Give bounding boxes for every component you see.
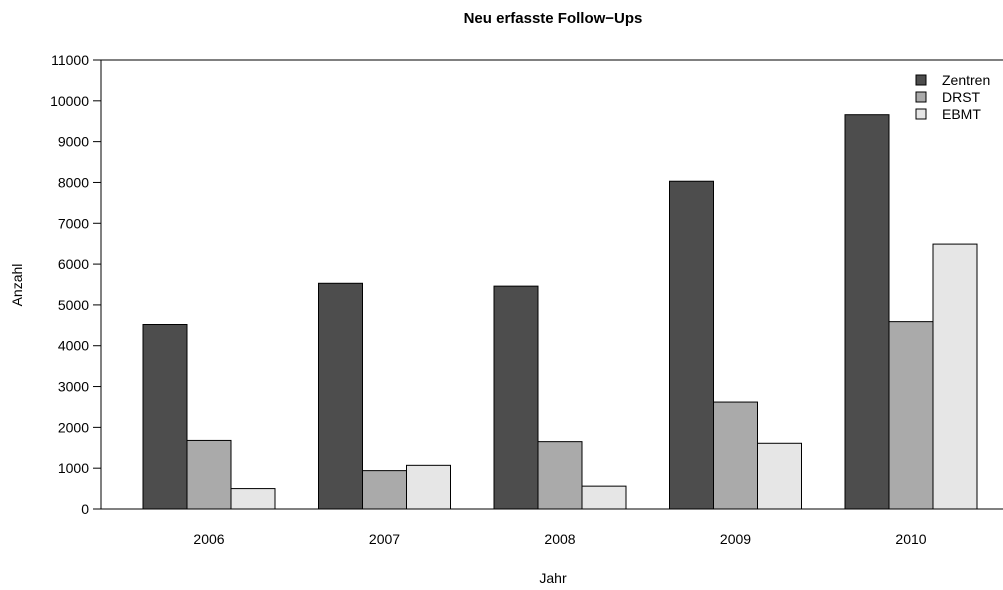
chart-title: Neu erfasste Follow−Ups: [464, 10, 643, 27]
x-tick-label: 2010: [895, 531, 926, 547]
x-axis: 2006 2007 2008 2009 2010: [193, 531, 926, 547]
y-tick-label: 0: [81, 501, 89, 517]
bar-drst-2010: [888, 321, 934, 510]
bar-drst-2007: [362, 470, 407, 510]
legend-swatch-zentren: [915, 74, 927, 86]
x-tick-label: 2006: [193, 531, 224, 547]
y-tick-label: 3000: [58, 379, 89, 395]
y-tick-label: 8000: [58, 174, 89, 190]
legend-label-drst: DRST: [942, 89, 981, 105]
bar-ebmt-2009: [757, 442, 802, 510]
y-tick-label: 1000: [58, 460, 89, 476]
y-tick-label: 7000: [58, 215, 89, 231]
y-tick-label: 11000: [51, 52, 89, 68]
y-tick-label: 4000: [58, 338, 89, 354]
y-tick-label: 10000: [50, 93, 89, 109]
bar-drst-2008: [537, 441, 583, 510]
bars: [142, 114, 978, 510]
legend-label-zentren: Zentren: [942, 72, 990, 88]
bar-zentren-2009: [669, 180, 714, 510]
plot-frame: [100, 59, 1003, 510]
bar-drst-2009: [713, 401, 758, 510]
x-axis-title: Jahr: [539, 570, 567, 586]
legend-swatch-drst: [915, 91, 927, 103]
y-axis: 0 1000 2000 3000 4000 5000 6000 7000 8000 9000 100…: [50, 52, 101, 517]
bar-drst-2006: [186, 439, 232, 510]
bar-ebmt-2007: [406, 464, 451, 510]
x-tick-label: 2009: [720, 531, 751, 547]
bar-zentren-2007: [318, 282, 363, 510]
bar-zentren-2006: [142, 324, 188, 510]
bar-ebmt-2008: [581, 485, 627, 510]
y-tick-label: 2000: [58, 419, 89, 435]
bar-zentren-2010: [844, 114, 890, 510]
bar-ebmt-2010: [932, 243, 978, 510]
y-tick-label: 6000: [58, 256, 89, 272]
x-tick-label: 2007: [369, 531, 400, 547]
x-tick-label: 2008: [544, 531, 575, 547]
legend-label-ebmt: EBMT: [942, 106, 981, 122]
y-tick-label: 5000: [58, 297, 89, 313]
y-axis-title: Anzahl: [9, 264, 25, 307]
y-tick-label: 9000: [58, 134, 89, 150]
bar-ebmt-2006: [230, 488, 276, 510]
legend-swatch-ebmt: [915, 108, 927, 120]
bar-zentren-2008: [493, 285, 539, 510]
